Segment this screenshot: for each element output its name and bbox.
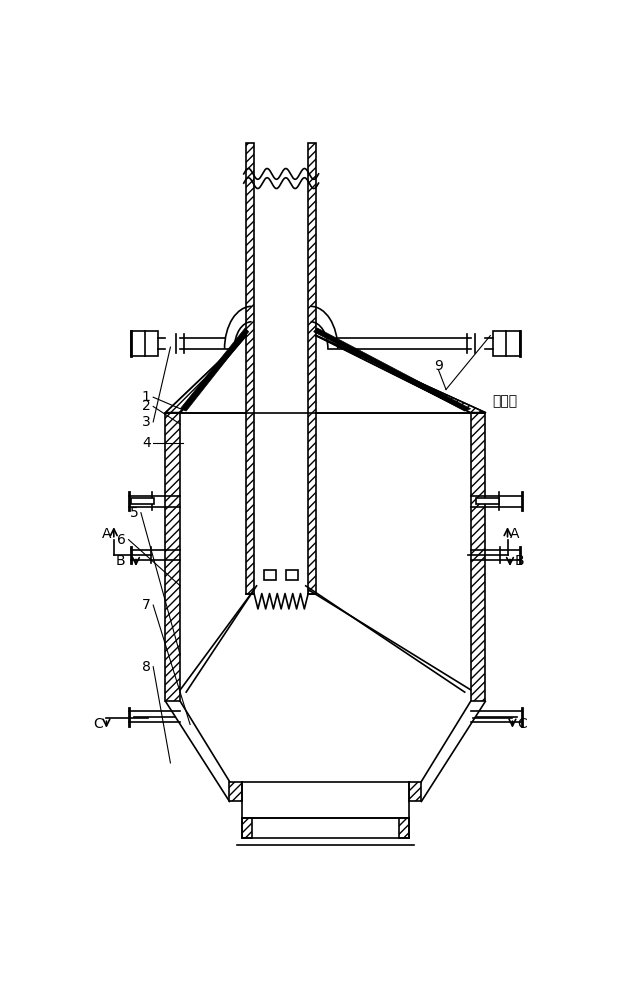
Bar [264,570,276,580]
Text: A: A [102,527,111,541]
Bar [476,498,499,504]
Bar [131,331,158,356]
Text: B: B [515,554,525,568]
Bar [242,818,251,838]
Text: C: C [93,717,103,731]
Bar [131,498,154,504]
Text: C: C [518,717,527,731]
Polygon shape [180,328,249,411]
Text: 3: 3 [142,415,150,429]
Bar [471,413,485,701]
Polygon shape [166,336,246,413]
Text: 5: 5 [130,506,138,520]
Bar [399,818,409,838]
Bar [308,143,316,594]
Text: 9: 9 [434,359,443,373]
Text: 6: 6 [117,533,126,547]
Text: 8: 8 [142,660,150,674]
Text: 2: 2 [142,399,150,413]
Text: 7: 7 [142,598,150,612]
Bar [229,782,242,801]
Polygon shape [316,336,485,413]
Bar [409,782,422,801]
Text: B: B [116,554,125,568]
Text: A: A [510,527,519,541]
Text: 4: 4 [142,436,150,450]
Bar [166,413,180,701]
Bar [246,143,254,594]
Bar [493,331,520,356]
Polygon shape [314,328,471,411]
Text: 激冷水: 激冷水 [493,394,518,408]
Bar [286,570,298,580]
Text: 1: 1 [142,390,150,404]
